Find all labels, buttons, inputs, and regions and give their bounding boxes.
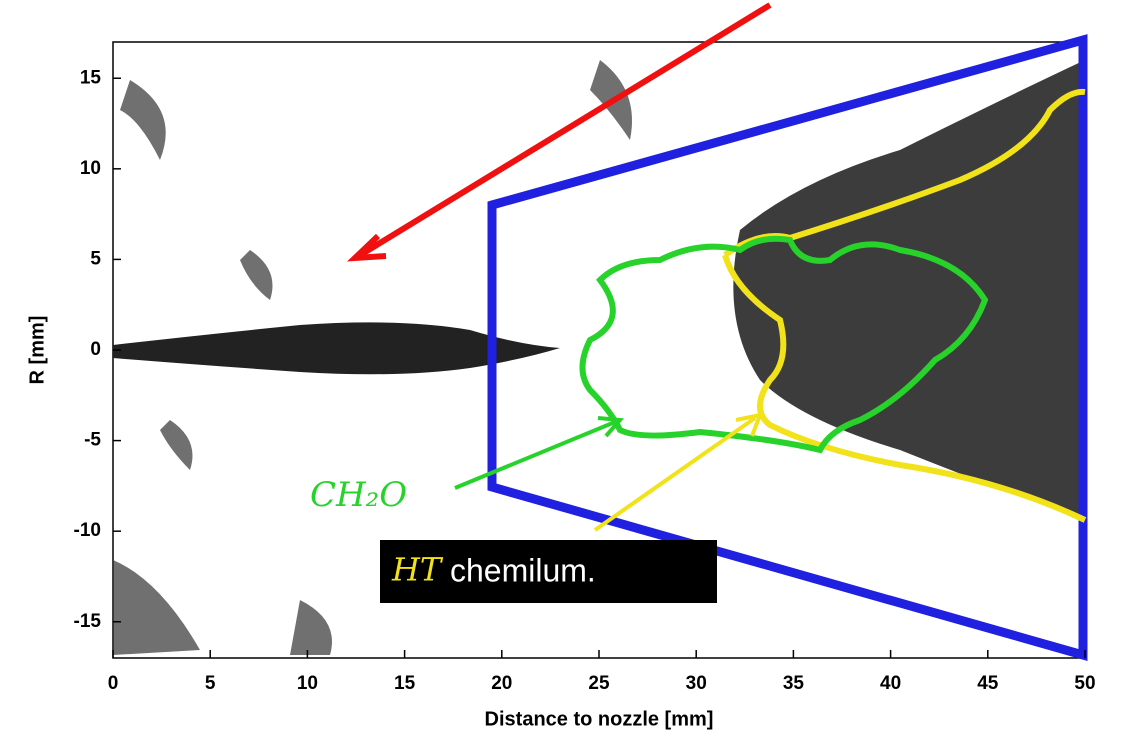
annotation: CH₂O [310,475,407,515]
y-tick-label: 5 [90,248,101,269]
x-tick-label: 10 [297,673,318,694]
annotation: chemilum. [450,552,596,588]
y-tick-label: -15 [74,611,102,632]
x-tick-label: 30 [686,673,707,694]
y-tick-label: 0 [90,339,101,360]
y-tick-label: 15 [80,67,102,88]
x-tick-label: 15 [394,673,416,694]
x-tick-label: 5 [205,673,216,694]
y-tick-label: 10 [80,158,101,179]
annotation: HT [391,551,444,589]
y-tick-label: -10 [74,520,101,541]
x-tick-label: 0 [108,673,119,694]
x-tick-label: 35 [783,673,805,694]
x-tick-label: 50 [1074,673,1095,694]
x-tick-label: 20 [491,673,512,694]
y-axis-label: R [mm] [26,316,48,385]
x-tick-label: 40 [880,673,901,694]
x-tick-label: 45 [977,673,999,694]
x-axis-label: Distance to nozzle [mm] [485,708,714,730]
chart: CH₂O HT chemilum. Distance to nozzle [mm… [0,0,1124,736]
x-tick-label: 25 [588,673,610,694]
y-tick-label: -5 [84,430,101,451]
